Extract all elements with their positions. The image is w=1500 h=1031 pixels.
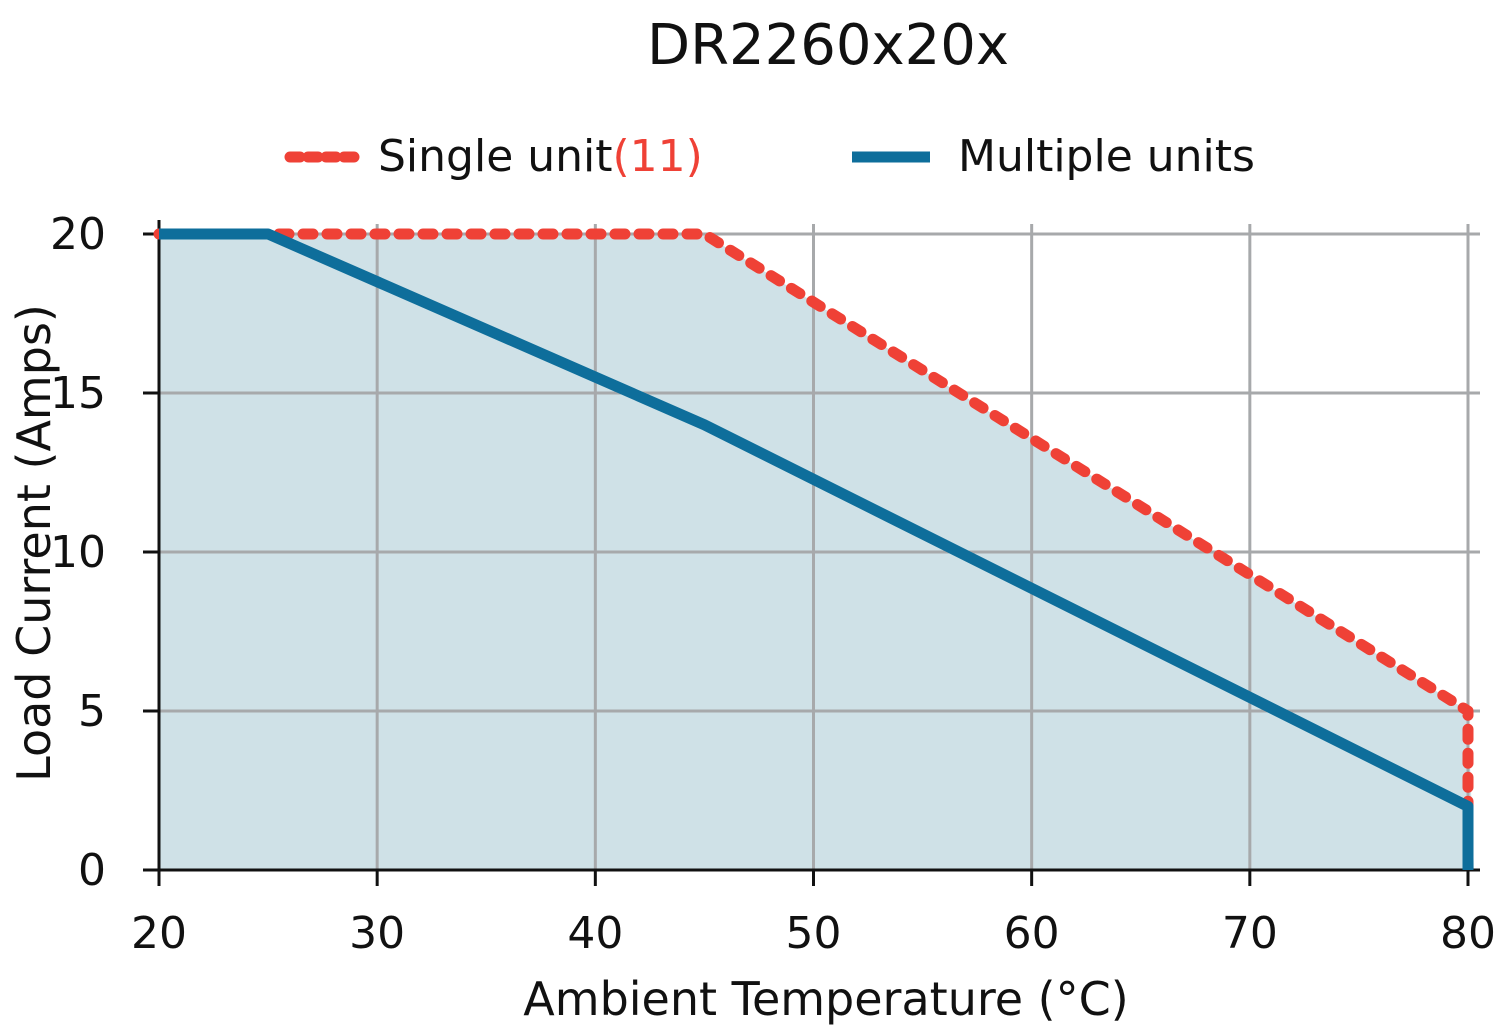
- chart-title: DR2260x20x: [647, 13, 1009, 78]
- x-tick-label: 20: [131, 908, 187, 959]
- x-tick-label: 60: [1004, 908, 1060, 959]
- x-tick-label: 80: [1440, 908, 1496, 959]
- svg-text:Single unit(11): Single unit(11): [378, 131, 703, 182]
- x-axis-label: Ambient Temperature (°C): [523, 972, 1128, 1026]
- legend-label-single-note: (11): [613, 131, 703, 182]
- x-tick-label: 40: [567, 908, 623, 959]
- y-tick-label: 20: [50, 209, 106, 260]
- y-tick-label: 15: [50, 368, 106, 419]
- y-tick-label: 0: [78, 845, 106, 896]
- y-axis-label: Load Current (Amps): [7, 304, 61, 782]
- x-tick-label: 70: [1222, 908, 1278, 959]
- x-tick-label: 30: [349, 908, 405, 959]
- y-tick-label: 10: [50, 527, 106, 578]
- legend: Single unit(11) Multiple units: [284, 131, 1255, 182]
- legend-label-single: Single unit: [378, 131, 613, 182]
- series-line-single-unit: [153, 228, 1474, 876]
- y-tick-label: 5: [78, 686, 106, 737]
- x-tick-label: 50: [786, 908, 842, 959]
- series-line-multiple-units: [159, 228, 1474, 870]
- legend-label-multiple: Multiple units: [958, 131, 1255, 182]
